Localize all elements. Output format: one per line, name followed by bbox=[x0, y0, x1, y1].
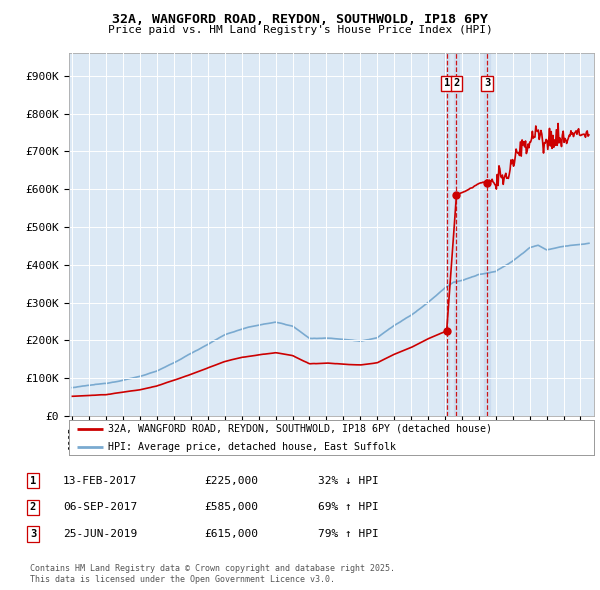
Text: 32% ↓ HPI: 32% ↓ HPI bbox=[318, 476, 379, 486]
Text: 06-SEP-2017: 06-SEP-2017 bbox=[63, 503, 137, 512]
Text: 2: 2 bbox=[454, 78, 460, 88]
Bar bbox=[454, 53, 459, 416]
Text: 3: 3 bbox=[30, 529, 36, 539]
Text: Contains HM Land Registry data © Crown copyright and database right 2025.: Contains HM Land Registry data © Crown c… bbox=[30, 565, 395, 573]
Text: 1: 1 bbox=[30, 476, 36, 486]
Text: HPI: Average price, detached house, East Suffolk: HPI: Average price, detached house, East… bbox=[109, 442, 397, 451]
Text: 79% ↑ HPI: 79% ↑ HPI bbox=[318, 529, 379, 539]
Text: 32A, WANGFORD ROAD, REYDON, SOUTHWOLD, IP18 6PY: 32A, WANGFORD ROAD, REYDON, SOUTHWOLD, I… bbox=[112, 13, 488, 26]
Text: This data is licensed under the Open Government Licence v3.0.: This data is licensed under the Open Gov… bbox=[30, 575, 335, 584]
Text: 3: 3 bbox=[484, 78, 490, 88]
Text: £585,000: £585,000 bbox=[204, 503, 258, 512]
Text: 2: 2 bbox=[30, 503, 36, 512]
Bar bbox=[484, 53, 490, 416]
Text: 32A, WANGFORD ROAD, REYDON, SOUTHWOLD, IP18 6PY (detached house): 32A, WANGFORD ROAD, REYDON, SOUTHWOLD, I… bbox=[109, 424, 493, 434]
Text: 1: 1 bbox=[443, 78, 450, 88]
Text: 69% ↑ HPI: 69% ↑ HPI bbox=[318, 503, 379, 512]
Text: £225,000: £225,000 bbox=[204, 476, 258, 486]
Text: £615,000: £615,000 bbox=[204, 529, 258, 539]
Text: Price paid vs. HM Land Registry's House Price Index (HPI): Price paid vs. HM Land Registry's House … bbox=[107, 25, 493, 35]
Text: 13-FEB-2017: 13-FEB-2017 bbox=[63, 476, 137, 486]
Bar bbox=[444, 53, 449, 416]
Text: 25-JUN-2019: 25-JUN-2019 bbox=[63, 529, 137, 539]
